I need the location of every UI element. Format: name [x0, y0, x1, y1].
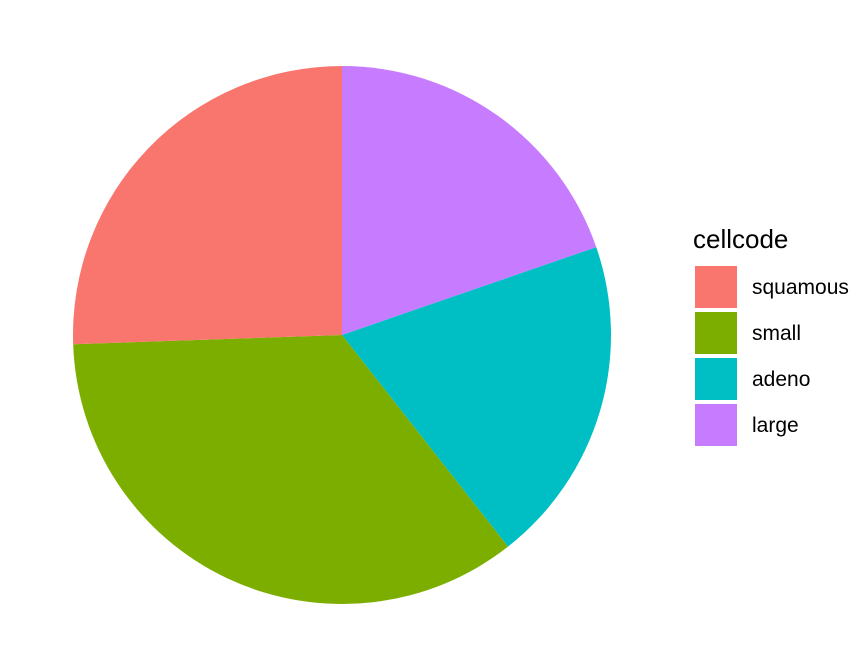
legend-title: cellcode: [693, 224, 788, 254]
pie-slice-adeno: [342, 247, 612, 547]
legend-key-adeno: [695, 358, 737, 400]
legend-label-squamous: squamous: [752, 276, 849, 299]
legend-label-small: small: [752, 322, 801, 345]
pie-slice-small: [73, 335, 508, 604]
pie-slices: [73, 66, 612, 604]
legend-key-squamous: [695, 266, 737, 308]
legend-key-small: [695, 312, 737, 354]
pie-slice-squamous: [73, 66, 342, 345]
legend-key-large: [695, 404, 737, 446]
legend-label-adeno: adeno: [752, 368, 810, 391]
legend-items: squamous small adeno large: [695, 266, 849, 446]
legend-label-large: large: [752, 414, 799, 437]
pie-slice-large: [342, 66, 597, 335]
legend: cellcode squamous small adeno large: [693, 224, 849, 446]
